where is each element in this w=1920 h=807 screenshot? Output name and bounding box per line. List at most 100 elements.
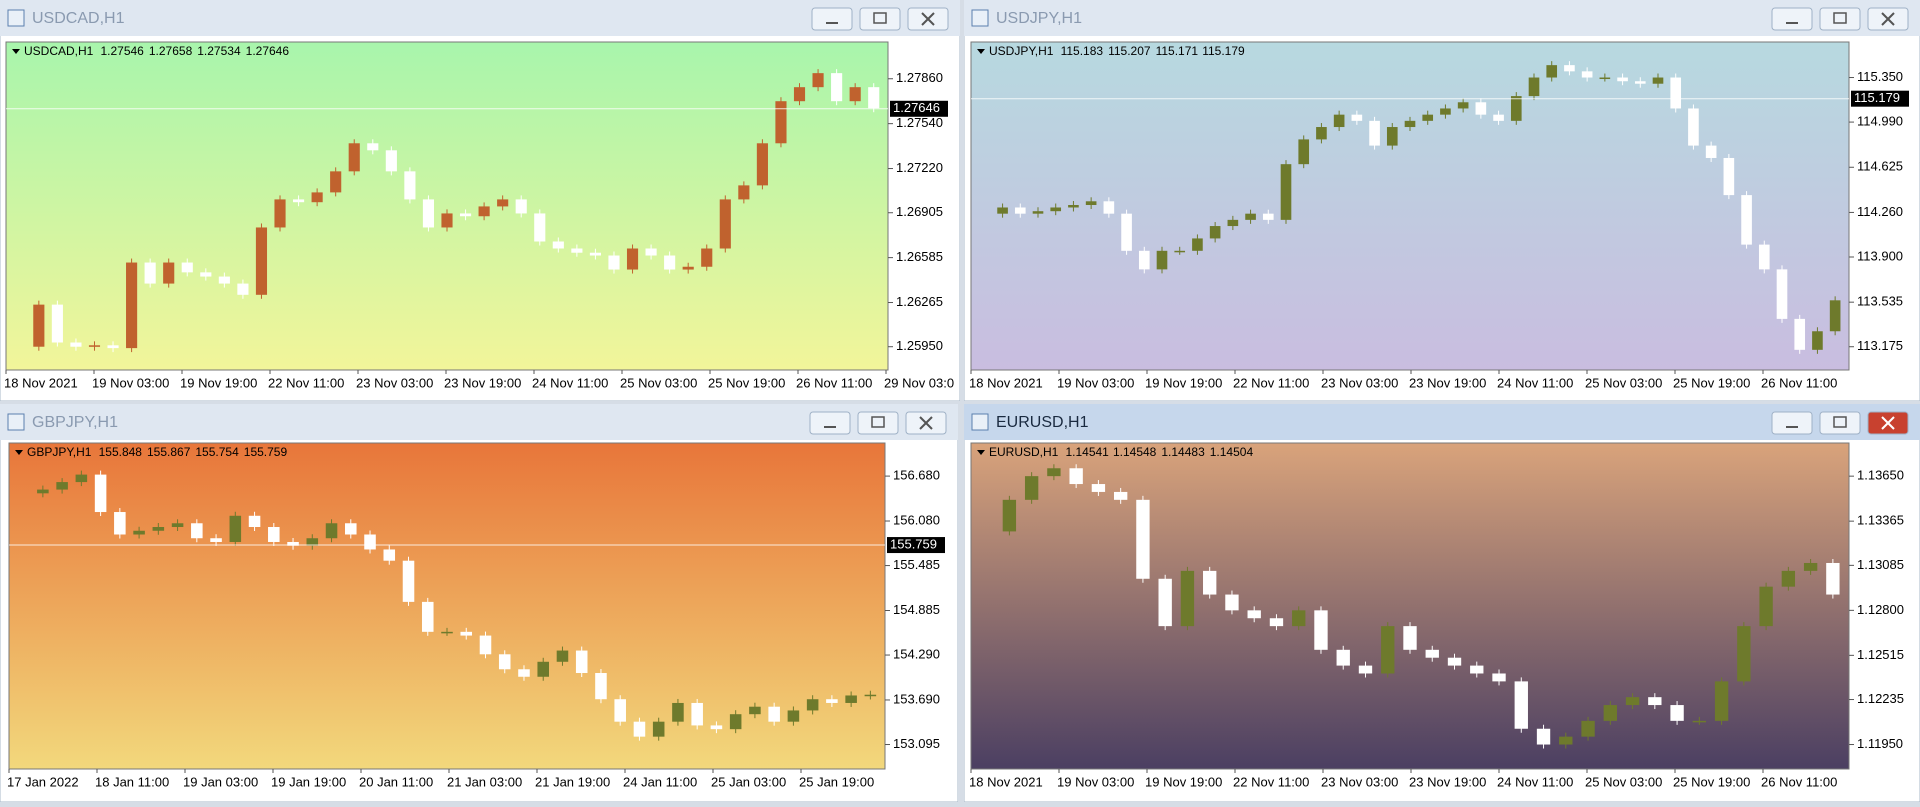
candle: [133, 530, 145, 535]
chart-info: USDCAD,H1 1.27546 1.27658 1.27534 1.27646: [24, 44, 289, 58]
candle: [831, 73, 843, 102]
candle: [1225, 594, 1239, 611]
candle: [756, 143, 768, 186]
price-label: 1.27540: [896, 115, 943, 130]
candle: [1403, 626, 1417, 650]
time-label: 19 Nov 03:00: [92, 375, 169, 390]
time-label: 23 Nov 19:00: [444, 375, 521, 390]
minimize-button[interactable]: [809, 411, 851, 435]
info-price: 1.14541: [1065, 445, 1109, 459]
candle: [868, 87, 880, 109]
candle: [1404, 120, 1416, 128]
chart-area: [8, 442, 886, 770]
minimize-button[interactable]: [1771, 411, 1813, 435]
maximize-button[interactable]: [1819, 7, 1861, 31]
window-icon: [971, 413, 989, 431]
candle: [274, 199, 286, 228]
candle: [664, 255, 676, 270]
current-price: 1.27646: [893, 100, 940, 115]
candle: [1136, 499, 1150, 579]
candle: [1245, 213, 1256, 220]
candle: [1069, 468, 1083, 485]
candle: [864, 694, 877, 697]
price-label: 1.25950: [896, 338, 943, 353]
candle: [421, 601, 434, 632]
chart-info: USDJPY,H1 115.183 115.207 115.171 115.179: [989, 44, 1245, 58]
info-arrow: [12, 49, 20, 54]
candle: [1050, 207, 1062, 212]
candle: [1581, 71, 1593, 78]
candle: [1440, 108, 1451, 115]
candle: [1447, 657, 1462, 666]
maximize-button[interactable]: [1819, 411, 1861, 435]
candle: [1103, 201, 1115, 214]
candle: [248, 515, 261, 528]
candle: [88, 345, 101, 347]
time-label: 24 Nov 11:00: [1497, 375, 1573, 390]
time-label: 25 Nov 03:00: [1585, 774, 1662, 789]
price-label: 153.690: [893, 691, 940, 706]
candle: [719, 199, 731, 249]
info-symbol: USDJPY,H1: [989, 44, 1054, 58]
candle: [325, 523, 338, 539]
candle: [806, 699, 819, 711]
candle: [1457, 102, 1469, 109]
info-price: 1.14483: [1161, 445, 1205, 459]
time-label: 19 Nov 19:00: [180, 375, 257, 390]
candle: [1425, 649, 1439, 658]
window-title: GBPJPY,H1: [32, 414, 118, 431]
price-label: 113.535: [1857, 294, 1903, 309]
candle: [1599, 77, 1611, 80]
candle: [441, 213, 453, 228]
candle: [345, 523, 357, 535]
price-label: 154.885: [893, 602, 940, 617]
candle: [497, 199, 509, 207]
candle: [1369, 120, 1380, 146]
chart-window: USDCAD,H1 1.27860 1.27540 1.27220 1.26905 1.2…: [0, 0, 960, 401]
time-label: 26 Nov 11:00: [796, 375, 872, 390]
candle: [200, 272, 212, 277]
chart-area: [970, 41, 1850, 371]
time-label: 26 Nov 11:00: [1761, 774, 1837, 789]
maximize-button[interactable]: [859, 7, 901, 31]
price-label: 114.625: [1857, 159, 1903, 174]
candle: [126, 262, 138, 349]
candle: [749, 706, 761, 715]
candle: [1514, 681, 1528, 729]
candle: [626, 248, 639, 270]
price-label: 156.680: [893, 468, 940, 483]
info-price: 1.27534: [197, 44, 241, 58]
candle: [729, 714, 742, 730]
candle: [1670, 705, 1684, 721]
price-label: 1.12800: [1857, 602, 1904, 617]
minimize-button[interactable]: [1771, 7, 1813, 31]
candle: [1648, 697, 1662, 706]
candle: [114, 512, 126, 535]
candle: [171, 523, 184, 528]
window-title: EURUSD,H1: [996, 414, 1089, 431]
maximize-button[interactable]: [857, 411, 899, 435]
candle: [1298, 139, 1310, 165]
time-label: 19 Nov 19:00: [1145, 375, 1222, 390]
time-label: 20 Jan 11:00: [359, 774, 433, 789]
info-price: 155.759: [244, 445, 288, 459]
time-label: 19 Jan 19:00: [271, 774, 346, 789]
price-label: 113.900: [1857, 248, 1903, 263]
price-label: 1.26585: [896, 249, 943, 264]
candle: [595, 673, 607, 700]
candle: [191, 523, 203, 539]
minimize-button[interactable]: [811, 7, 853, 31]
candle: [826, 699, 838, 703]
candle: [1826, 562, 1840, 595]
candle: [1381, 626, 1395, 674]
time-label: 23 Nov 19:00: [1409, 375, 1486, 390]
candle: [518, 669, 530, 677]
candle: [478, 206, 490, 217]
title-bar: [964, 404, 1920, 440]
time-label: 22 Nov 11:00: [1233, 375, 1309, 390]
info-arrow: [15, 450, 23, 455]
time-label: 25 Nov 03:00: [620, 375, 697, 390]
candle: [1776, 269, 1788, 319]
candle: [1158, 578, 1172, 627]
candle: [1227, 219, 1239, 227]
